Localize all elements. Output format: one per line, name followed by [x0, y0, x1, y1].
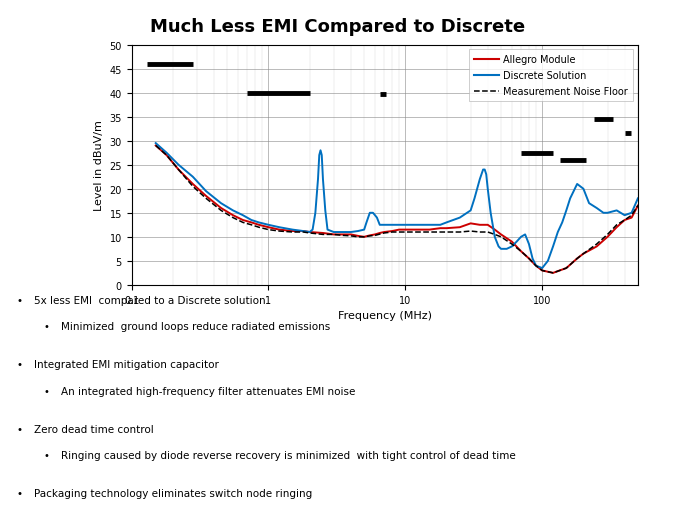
Discrete Solution	[456, 215, 464, 221]
Measurement Noise Floor	[549, 270, 557, 276]
Allegro Module	[549, 270, 557, 276]
Text: •: •	[44, 322, 50, 332]
Text: An integrated high-frequency filter attenuates EMI noise: An integrated high-frequency filter atte…	[61, 386, 355, 396]
Text: Ringing caused by diode reverse recovery is minimized  with tight control of dea: Ringing caused by diode reverse recovery…	[61, 450, 516, 461]
Line: Discrete Solution: Discrete Solution	[156, 144, 638, 269]
Allegro Module	[466, 221, 475, 227]
Measurement Noise Floor	[634, 203, 642, 209]
Allegro Module	[443, 226, 451, 232]
Measurement Noise Floor	[476, 229, 484, 235]
Text: Integrated EMI mitigation capacitor: Integrated EMI mitigation capacitor	[34, 360, 219, 370]
Line: Allegro Module: Allegro Module	[156, 146, 638, 273]
Text: •: •	[17, 424, 23, 434]
Discrete Solution	[585, 200, 593, 207]
Allegro Module	[634, 203, 642, 209]
Text: •: •	[44, 450, 50, 461]
Measurement Noise Floor	[152, 143, 160, 149]
Measurement Noise Floor	[347, 233, 355, 239]
Discrete Solution	[634, 196, 642, 202]
Discrete Solution	[538, 266, 546, 272]
Y-axis label: Level in dBuV/m: Level in dBuV/m	[94, 120, 104, 211]
Discrete Solution	[152, 141, 160, 147]
Line: Measurement Noise Floor: Measurement Noise Floor	[156, 146, 638, 273]
Measurement Noise Floor	[388, 229, 396, 235]
Discrete Solution	[482, 172, 490, 178]
Allegro Module	[593, 244, 601, 250]
Allegro Module	[306, 229, 314, 235]
Discrete Solution	[517, 234, 525, 240]
Allegro Module	[525, 256, 533, 262]
Text: Packaging technology eliminates switch node ringing: Packaging technology eliminates switch n…	[34, 488, 312, 498]
Measurement Noise Floor	[456, 229, 464, 235]
Measurement Noise Floor	[613, 222, 621, 228]
Text: •: •	[44, 386, 50, 396]
Text: •: •	[17, 295, 23, 306]
Text: •: •	[17, 360, 23, 370]
Text: Zero dead time control: Zero dead time control	[34, 424, 153, 434]
Allegro Module	[152, 143, 160, 149]
Legend: Allegro Module, Discrete Solution, Measurement Noise Floor: Allegro Module, Discrete Solution, Measu…	[469, 50, 633, 102]
Text: 5x less EMI  compared to a Discrete solution: 5x less EMI compared to a Discrete solut…	[34, 295, 265, 306]
Allegro Module	[436, 226, 444, 232]
Text: Much Less EMI Compared to Discrete: Much Less EMI Compared to Discrete	[150, 18, 525, 36]
Discrete Solution	[549, 244, 557, 250]
Discrete Solution	[566, 196, 574, 202]
Text: Minimized  ground loops reduce radiated emissions: Minimized ground loops reduce radiated e…	[61, 322, 330, 332]
Text: •: •	[17, 488, 23, 498]
Measurement Noise Floor	[202, 196, 210, 202]
X-axis label: Frequency (MHz): Frequency (MHz)	[338, 311, 432, 321]
